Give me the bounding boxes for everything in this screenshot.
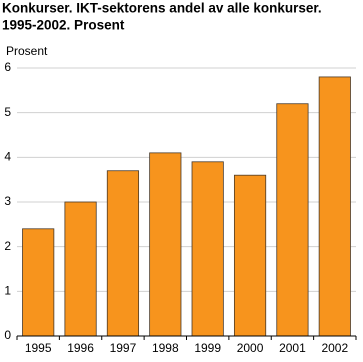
x-tick-label: 1999 (194, 341, 221, 355)
y-axis-label: Prosent (6, 44, 48, 58)
chart-subtitle: 1995-2002. Prosent (2, 18, 125, 33)
bar (318, 76, 351, 337)
y-tick-label: 0 (4, 328, 11, 342)
x-tick-label: 1998 (152, 341, 179, 355)
bar (276, 103, 309, 337)
y-tick-label: 6 (4, 60, 11, 74)
bar (191, 161, 224, 337)
bar (233, 174, 267, 337)
bar (22, 228, 55, 337)
x-tick-label: 2000 (237, 341, 264, 355)
x-tick-label: 1995 (25, 341, 52, 355)
bar (64, 201, 97, 337)
y-tick-label: 1 (4, 284, 11, 298)
x-tick-label: 2002 (321, 341, 348, 355)
bar (106, 170, 140, 337)
x-tick-label: 1997 (110, 341, 137, 355)
chart-title: Konkurser. IKT-sektorens andel av alle k… (2, 1, 322, 16)
y-tick-label: 2 (4, 239, 11, 253)
y-tick-label: 4 (4, 150, 11, 164)
x-tick-label: 1996 (67, 341, 94, 355)
y-tick-label: 5 (4, 105, 11, 119)
x-tick-label: 2001 (279, 341, 306, 355)
bar (149, 152, 182, 337)
y-tick-label: 3 (4, 194, 11, 208)
